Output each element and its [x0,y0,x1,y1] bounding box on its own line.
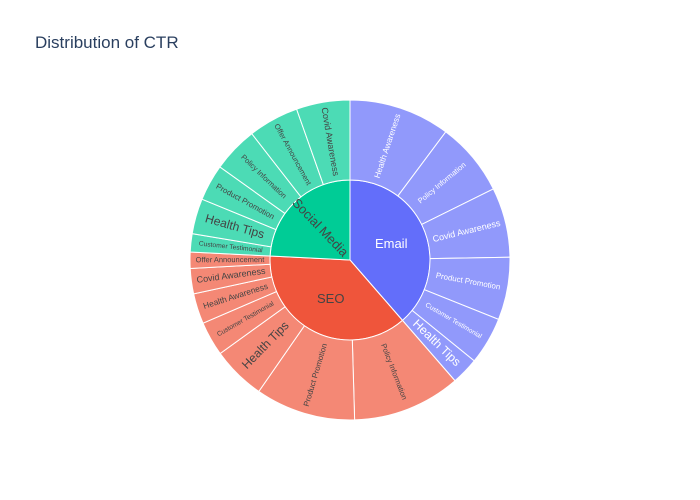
label-seo-offer-announcement: Offer Announcement [196,255,266,264]
label-seo: SEO [317,291,344,306]
slices-layer [189,99,511,421]
label-email: Email [375,236,408,251]
chart-title: Distribution of CTR [35,33,179,52]
slice-social-media-covid-awareness[interactable] [295,99,351,186]
